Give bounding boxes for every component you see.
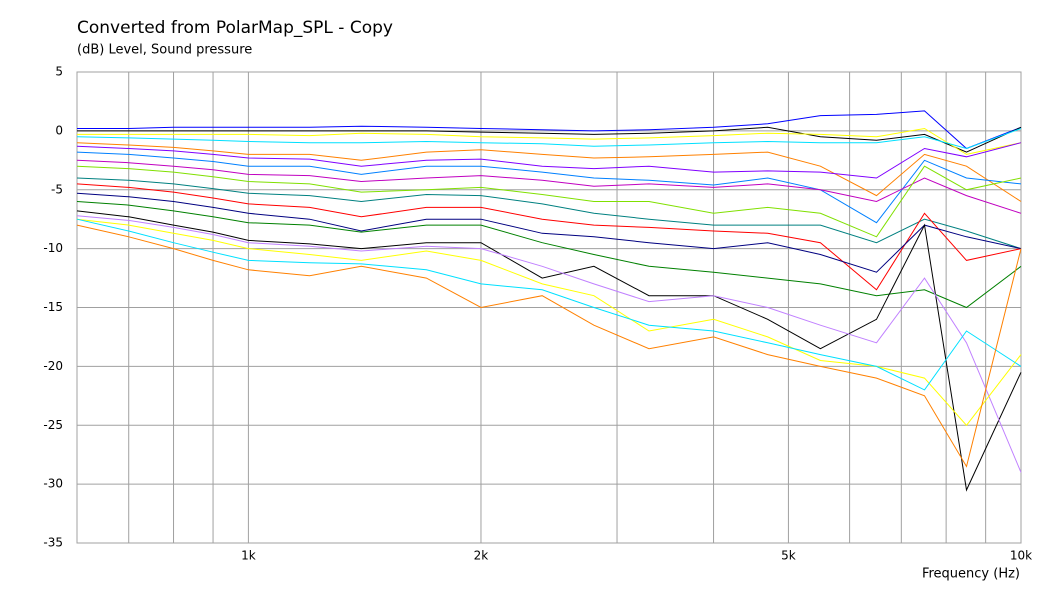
y-tick-label: 0 (55, 123, 63, 137)
y-tick-label: -20 (43, 359, 63, 373)
series-line (76, 142, 1022, 179)
chart-title: Converted from PolarMap_SPL - Copy (77, 18, 393, 38)
x-tick-label: 10k (1010, 549, 1032, 563)
series-line (76, 151, 1022, 224)
series-line (76, 224, 1022, 468)
series-line (76, 215, 1022, 473)
y-axis-label: (dB) Level, Sound pressure (77, 43, 252, 58)
series-line (76, 177, 1022, 250)
series-line (77, 110, 1022, 150)
y-tick-label: -10 (43, 241, 63, 255)
series-line (76, 159, 1022, 214)
series-line (76, 165, 1022, 238)
series-line (77, 127, 1022, 155)
series-line (77, 126, 1022, 153)
series-line (76, 128, 1022, 150)
x-tick-label: 5k (781, 549, 796, 563)
y-tick-label: -35 (43, 536, 63, 550)
x-tick-label: 2k (474, 549, 489, 563)
y-tick-label: -30 (43, 477, 63, 491)
series-line (76, 218, 1022, 391)
y-tick-label: -15 (43, 300, 63, 314)
series-line (76, 210, 1022, 492)
series-line (76, 201, 1022, 309)
y-tick-label: 5 (55, 65, 63, 79)
y-tick-label: -5 (51, 182, 63, 196)
series-line (76, 183, 1022, 291)
x-axis-label: Frequency (Hz) (922, 567, 1020, 582)
series-line (76, 142, 1022, 202)
series-line (76, 192, 1022, 273)
x-tick-label: 1k (241, 549, 256, 563)
y-tick-label: -25 (43, 418, 63, 432)
